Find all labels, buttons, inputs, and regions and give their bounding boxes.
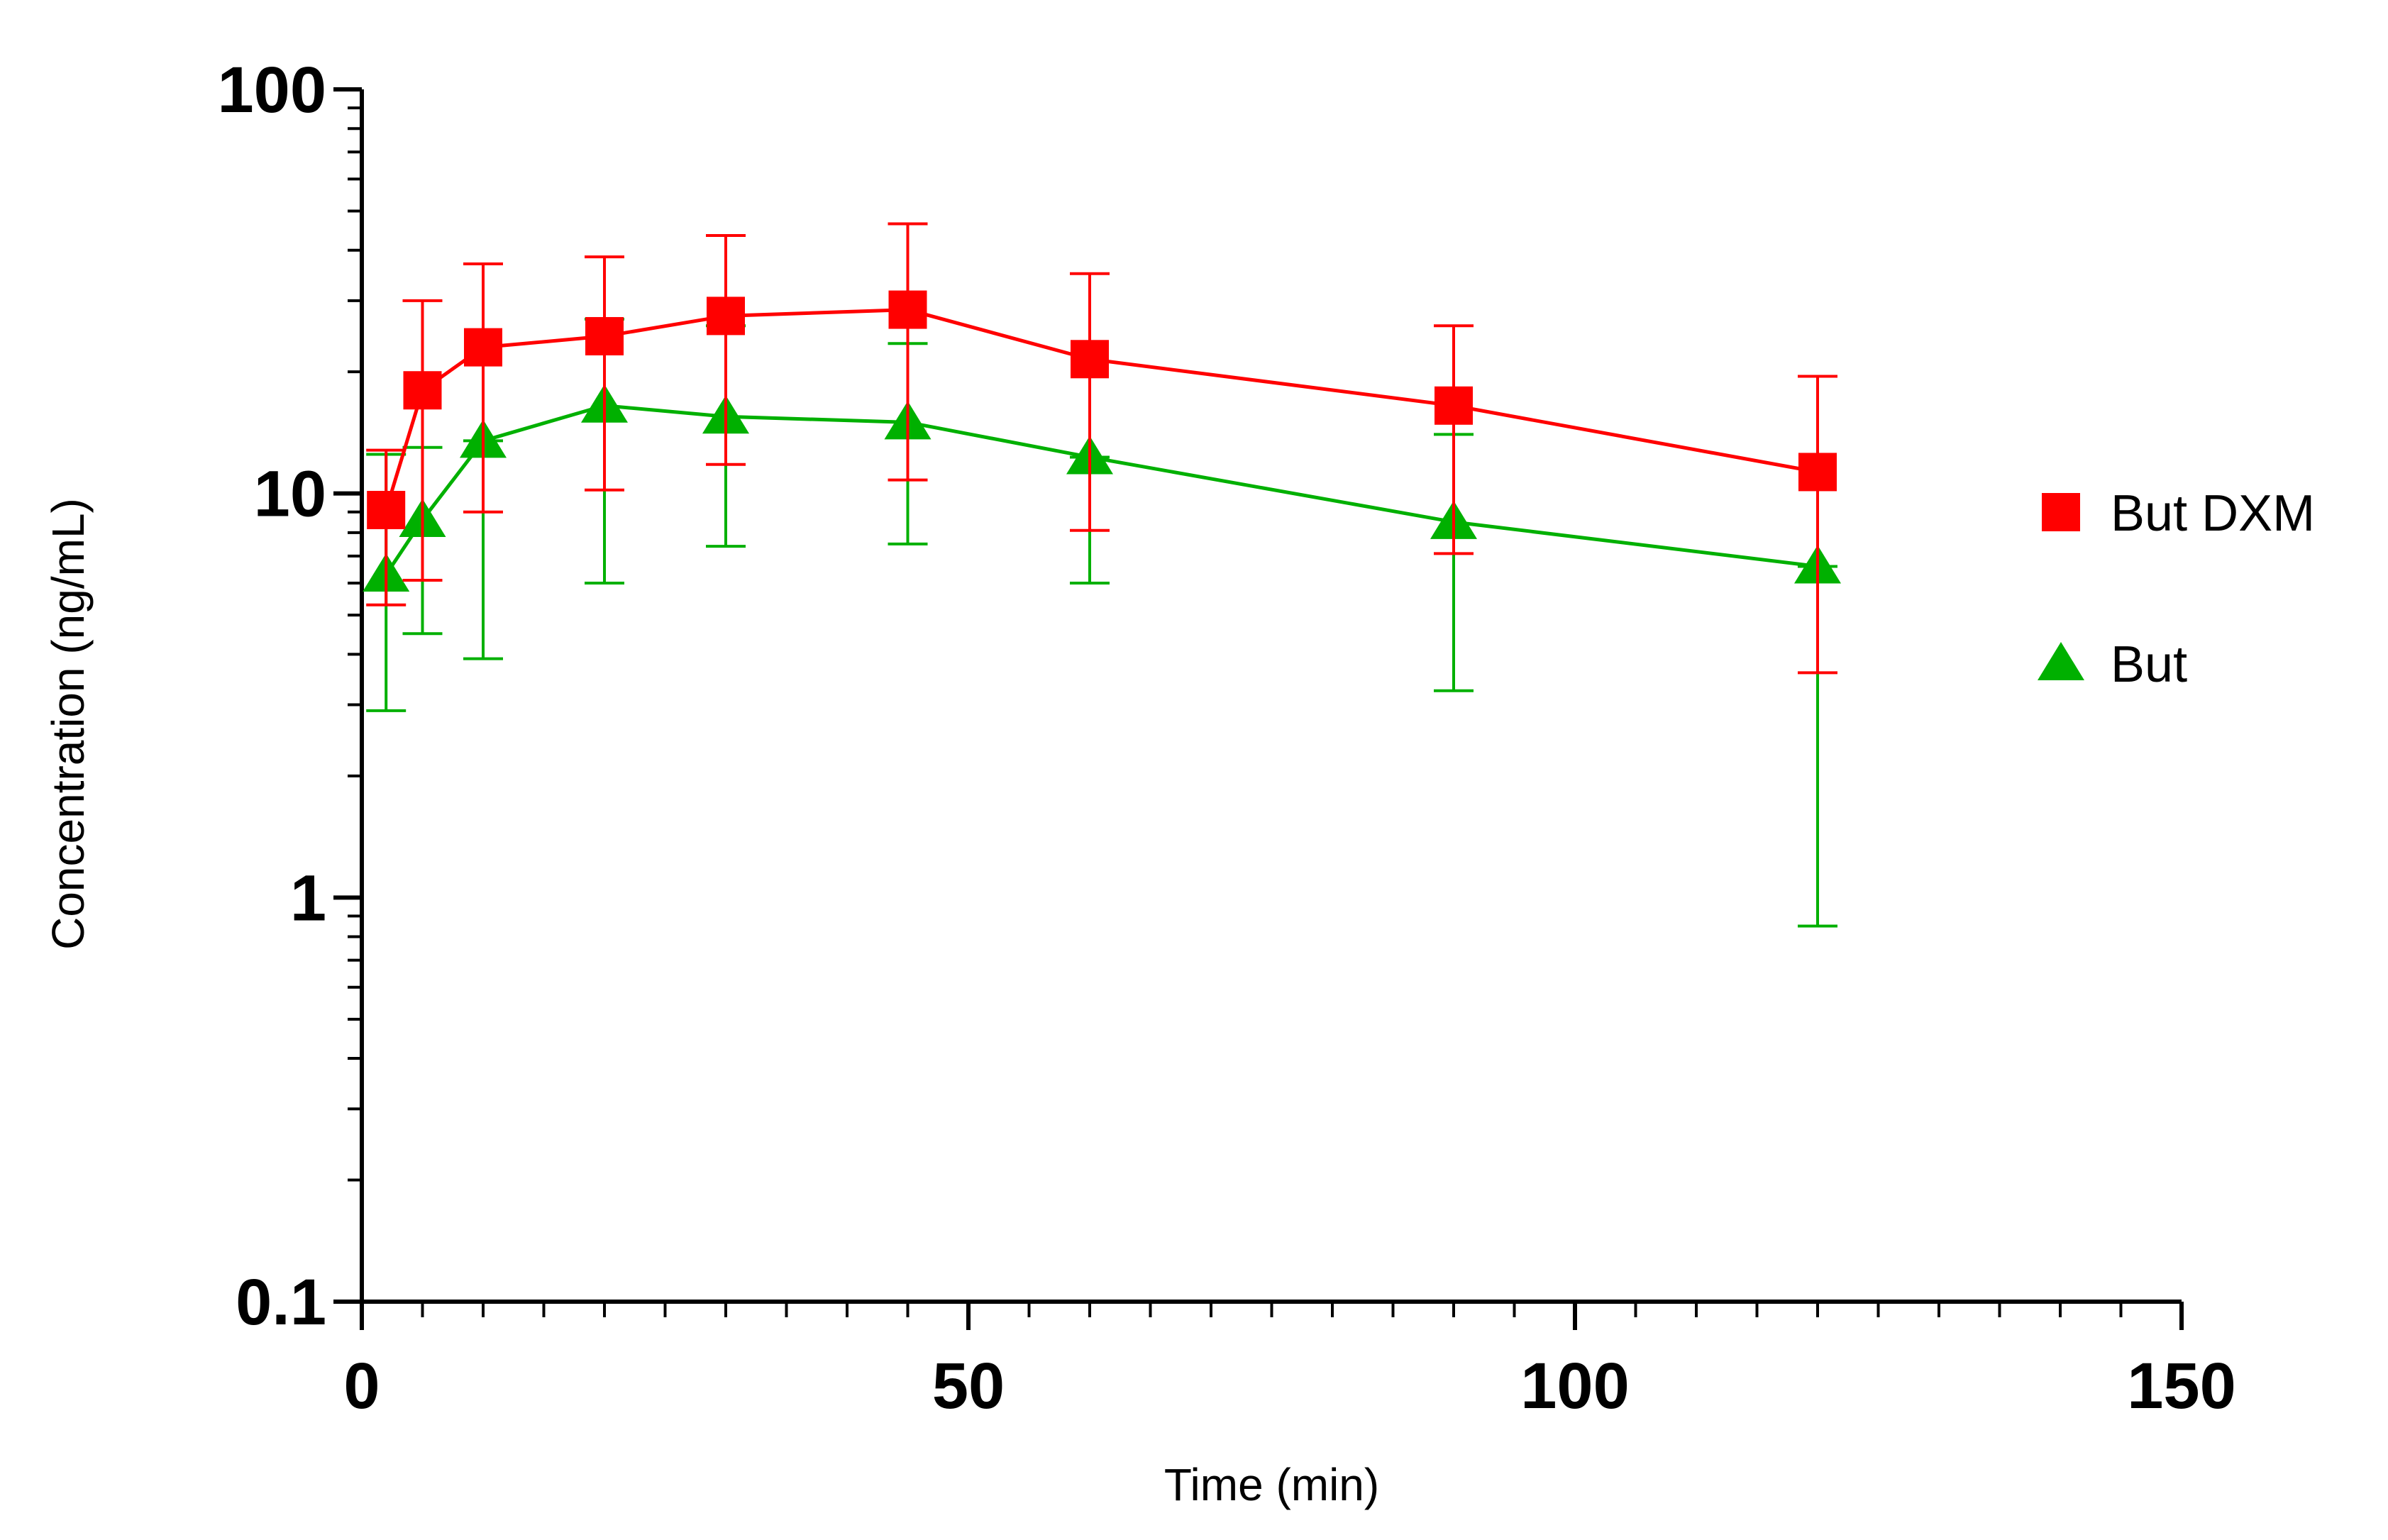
error-bar bbox=[463, 262, 503, 514]
x-axis-title: Time (min) bbox=[1164, 1459, 1379, 1510]
y-tick-label: 0.1 bbox=[236, 1266, 326, 1339]
legend-item: But bbox=[2038, 636, 2187, 693]
series-but bbox=[363, 317, 1841, 928]
error-bar bbox=[706, 233, 746, 466]
error-bar bbox=[585, 255, 624, 492]
legend-label: But bbox=[2111, 636, 2187, 693]
y-axis-title: Concentration (ng/mL) bbox=[43, 498, 94, 950]
x-tick-label: 0 bbox=[343, 1350, 380, 1422]
legend: But DXM But bbox=[2038, 485, 2315, 693]
error-bar bbox=[402, 299, 443, 582]
data-point-square bbox=[888, 290, 927, 329]
y-tick-label: 100 bbox=[218, 54, 327, 126]
data-point-square bbox=[707, 297, 745, 336]
data-point-square bbox=[1071, 340, 1109, 379]
data-point-square bbox=[585, 316, 624, 355]
x-tick-label: 100 bbox=[1520, 1350, 1630, 1422]
y-tick-label: 10 bbox=[254, 458, 326, 531]
legend-item: But DXM bbox=[2042, 485, 2315, 542]
legend-label: But DXM bbox=[2111, 485, 2315, 542]
y-tick-label: 1 bbox=[290, 862, 326, 934]
data-point-square bbox=[403, 371, 442, 410]
series-but-dxm bbox=[366, 222, 1837, 675]
error-bar bbox=[1434, 324, 1474, 555]
error-bar bbox=[888, 222, 928, 482]
x-tick-label: 150 bbox=[2127, 1350, 2236, 1422]
legend-square-icon bbox=[2042, 493, 2080, 531]
data-point-square bbox=[367, 490, 406, 529]
data-point-square bbox=[1435, 386, 1473, 425]
data-point-square bbox=[1798, 453, 1837, 492]
legend-triangle-icon bbox=[2038, 642, 2084, 680]
axes: 0 50 100 150 0.1 1 10 100 bbox=[218, 54, 2236, 1422]
series-layer bbox=[363, 222, 1841, 928]
error-bar bbox=[1070, 272, 1110, 532]
error-bar bbox=[1798, 375, 1837, 675]
data-point-square bbox=[464, 328, 502, 367]
x-tick-label: 50 bbox=[932, 1350, 1005, 1422]
